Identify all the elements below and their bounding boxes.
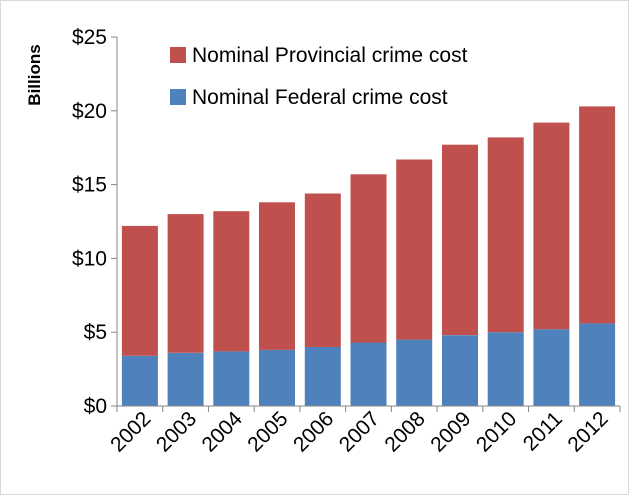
bar-federal-2005 xyxy=(259,349,295,406)
bar-provincial-2007 xyxy=(350,174,387,343)
bar-federal-2007 xyxy=(350,342,387,406)
bar-provincial-2010 xyxy=(487,137,524,333)
bar-provincial-2008 xyxy=(396,159,433,340)
bar-federal-2003 xyxy=(167,352,204,406)
y-axis-label: Billions xyxy=(25,44,44,105)
bar-federal-2002 xyxy=(121,355,158,406)
bar-provincial-2004 xyxy=(213,211,250,352)
bar-federal-2006 xyxy=(304,347,341,406)
y-tick-label: $15 xyxy=(72,174,107,197)
bar-provincial-2006 xyxy=(304,193,341,347)
legend-swatch-provincial xyxy=(170,47,186,63)
y-tick-label: $25 xyxy=(72,26,107,49)
bar-federal-2008 xyxy=(396,339,433,406)
bar-federal-2010 xyxy=(487,332,524,406)
legend: Nominal Provincial crime cost Nominal Fed… xyxy=(170,44,468,109)
bar-provincial-2011 xyxy=(533,122,570,330)
bar-federal-2004 xyxy=(213,351,250,406)
y-tick-label: $10 xyxy=(72,247,107,270)
y-tick-label: $20 xyxy=(72,100,107,123)
legend-swatch-federal xyxy=(170,89,186,105)
bar-federal-2011 xyxy=(533,329,570,406)
y-tick-label: $5 xyxy=(84,321,107,344)
y-tick-label: $0 xyxy=(84,395,107,418)
bar-federal-2012 xyxy=(579,323,616,406)
bar-provincial-2003 xyxy=(167,214,204,353)
bars-group xyxy=(121,106,616,406)
bar-provincial-2002 xyxy=(121,225,158,356)
bar-provincial-2009 xyxy=(442,144,478,336)
bar-provincial-2005 xyxy=(259,202,295,350)
bar-provincial-2012 xyxy=(579,106,616,324)
bar-federal-2009 xyxy=(442,335,478,406)
legend-label-provincial: Nominal Provincial crime cost xyxy=(192,44,468,67)
legend-label-federal: Nominal Federal crime cost xyxy=(192,86,448,109)
